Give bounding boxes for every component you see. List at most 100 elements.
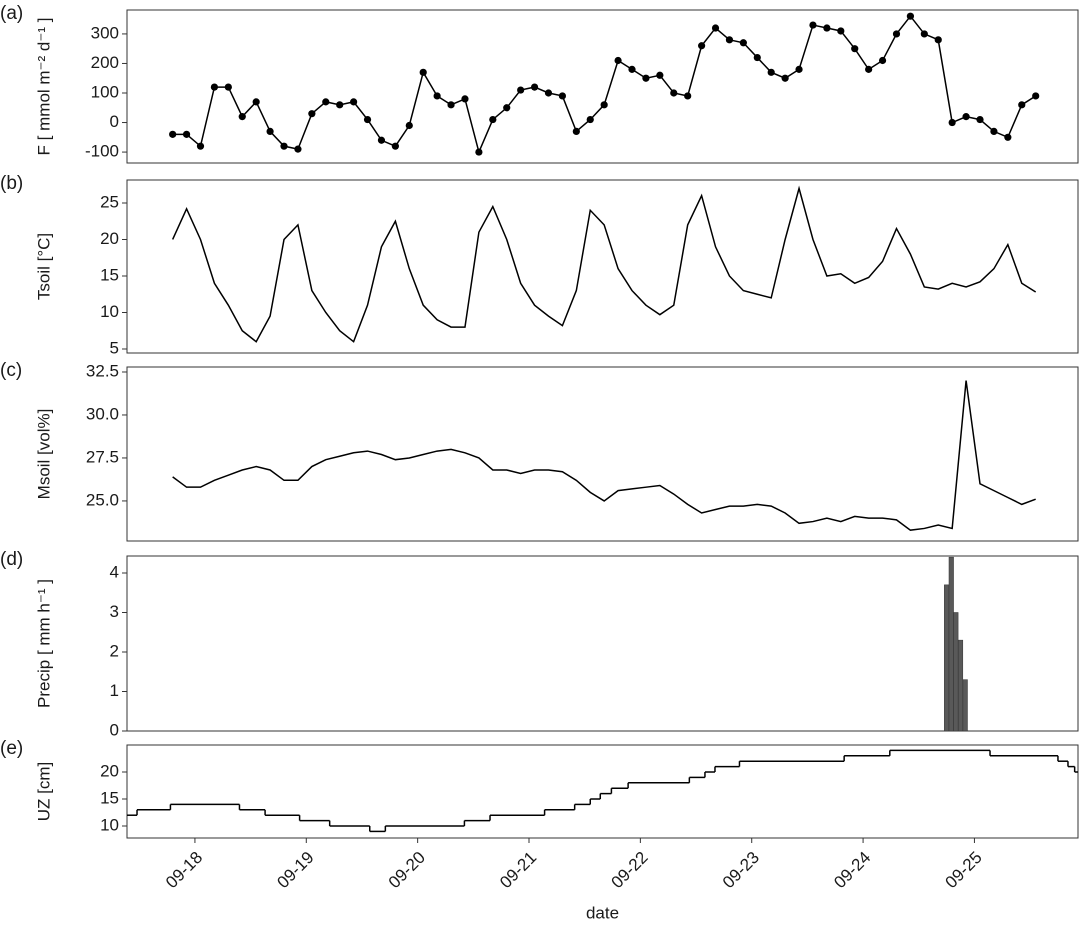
y-tick-label: 25 <box>100 192 119 211</box>
panel-label: (b) <box>0 173 23 194</box>
data-point <box>169 130 177 138</box>
y-axis-label: Tsoil [°C] <box>34 233 53 300</box>
y-axis-label: UZ [cm] <box>34 762 53 822</box>
data-point <box>210 83 219 91</box>
data-point <box>656 71 664 79</box>
y-tick-label: 300 <box>91 23 119 42</box>
data-point <box>363 115 372 124</box>
bar <box>948 556 954 732</box>
data-point <box>976 115 984 124</box>
data-point <box>544 89 553 97</box>
panel-frame <box>126 366 1079 542</box>
panel-frame <box>126 555 1079 732</box>
data-point <box>405 121 413 130</box>
panel-frame <box>126 744 1079 839</box>
plot-area <box>169 12 1040 156</box>
data-point <box>308 110 316 118</box>
y-tick-label: 5 <box>110 338 119 357</box>
x-tick-label: 09-22 <box>607 848 651 892</box>
data-point <box>962 113 970 121</box>
y-tick-label: 0 <box>110 112 119 131</box>
data-point <box>280 142 288 150</box>
data-point <box>586 115 594 124</box>
plot-area <box>171 185 1037 343</box>
data-point <box>753 53 761 62</box>
y-axis-label: F [ mmol m⁻² d⁻¹ ] <box>34 18 53 156</box>
panel-label: (a) <box>0 3 23 24</box>
data-point <box>878 56 887 65</box>
panel-label: (c) <box>0 360 22 381</box>
y-tick-label: 100 <box>91 82 119 101</box>
y-tick-label: 2 <box>110 641 119 660</box>
data-point <box>851 45 859 53</box>
x-tick-label: 09-19 <box>273 848 317 892</box>
y-tick-label: 27.5 <box>86 447 119 466</box>
y-tick-label: 32.5 <box>86 361 119 380</box>
plot-area <box>172 380 1036 531</box>
x-tick-label: 09-20 <box>385 848 429 892</box>
data-point <box>990 127 998 135</box>
data-point <box>711 24 720 32</box>
y-tick-label: 0 <box>110 720 119 739</box>
plot-area <box>944 556 968 732</box>
data-point <box>1004 133 1012 141</box>
data-point <box>196 142 205 150</box>
x-tick-label: 09-18 <box>162 848 206 892</box>
y-tick-label: 3 <box>110 602 119 621</box>
data-point <box>809 21 817 29</box>
panel-label: (e) <box>0 738 23 759</box>
data-point <box>1018 101 1026 109</box>
x-tick-label: 09-23 <box>719 848 763 892</box>
data-point <box>433 92 441 100</box>
data-point <box>892 30 901 38</box>
data-point <box>920 30 928 38</box>
y-tick-label: 10 <box>100 815 119 834</box>
y-tick-label: 15 <box>100 788 119 807</box>
x-tick-label: 09-21 <box>496 848 540 892</box>
data-point <box>600 101 608 109</box>
bar <box>957 639 964 732</box>
data-point <box>558 92 567 100</box>
y-tick-label: 4 <box>110 562 119 581</box>
x-tick-label: 09-24 <box>830 848 874 892</box>
data-point <box>475 148 483 156</box>
panel-frame <box>126 179 1079 354</box>
data-point <box>934 36 942 44</box>
data-point <box>1032 92 1040 100</box>
data-point <box>377 136 386 144</box>
data-point <box>530 83 539 91</box>
data-point <box>350 98 358 106</box>
data-point <box>684 92 692 100</box>
data-point <box>698 42 706 50</box>
bar <box>953 612 959 732</box>
y-tick-label: -100 <box>85 142 119 161</box>
data-line <box>172 380 1036 531</box>
plot-area <box>127 749 1078 833</box>
data-point <box>628 65 636 73</box>
y-tick-label: 10 <box>100 302 119 321</box>
data-point <box>336 101 344 109</box>
data-point <box>837 27 845 35</box>
y-tick-label: 20 <box>100 761 119 780</box>
data-point <box>739 39 747 47</box>
data-point <box>517 86 525 94</box>
y-tick-label: 200 <box>91 53 119 72</box>
data-point <box>252 98 260 106</box>
data-line <box>171 185 1037 343</box>
panel-label: (d) <box>0 549 23 570</box>
bar <box>944 584 950 732</box>
data-point <box>572 127 580 135</box>
panel-frame <box>126 9 1079 164</box>
data-point <box>642 74 650 82</box>
data-point <box>906 12 915 20</box>
data-point <box>489 115 497 124</box>
x-tick-label: 09-25 <box>942 848 986 892</box>
data-point <box>322 98 330 106</box>
data-point <box>238 113 246 121</box>
data-point <box>266 127 274 135</box>
data-point <box>294 145 302 153</box>
y-axis-label: Precip [ mm h⁻¹ ] <box>34 579 53 708</box>
data-point <box>447 101 455 109</box>
data-point <box>948 118 956 127</box>
